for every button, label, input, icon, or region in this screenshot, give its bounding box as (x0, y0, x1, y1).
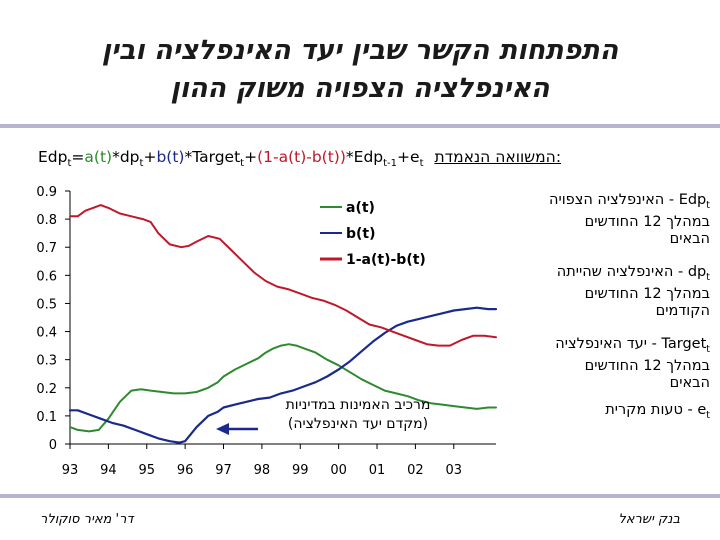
eq-sub: t-1 (383, 158, 398, 170)
x-tick-label: 99 (292, 463, 309, 478)
def-symbol: dp (687, 264, 707, 280)
eq-coef-c: (1-a(t)-b(t)) (257, 148, 346, 166)
def-sub: t (706, 409, 710, 421)
eq-part: *dp (112, 148, 140, 166)
def-sub: t (706, 199, 710, 211)
x-tick-label: 93 (62, 463, 79, 478)
annotation-line-2: (מקדם יעד האינפלציה) (287, 416, 429, 432)
def-symbol: e (697, 402, 707, 418)
def-text: הקודמים (655, 302, 710, 319)
y-tick-label: 0.4 (36, 326, 57, 341)
y-tick-label: 0.5 (36, 297, 57, 312)
def-symbol: Edp (678, 192, 707, 208)
x-tick-label: 02 (407, 463, 424, 478)
def-text: במהלך 12 החודשים (584, 285, 710, 302)
def-symbol: Target (661, 336, 707, 352)
eq-sub: t (419, 158, 424, 170)
def-sub: t (706, 343, 710, 355)
series-line-a-t (69, 343, 497, 433)
x-tick-label: 01 (369, 463, 386, 478)
definition-dp: dpt - האינפלציה שהייתה במהלך 12 החודשים … (495, 264, 710, 320)
def-text: - האינפלציה הצפויה (549, 192, 675, 208)
chart-legend: a(t) b(t) 1-a(t)-b(t) (320, 200, 426, 268)
y-tick-label: 0.9 (36, 185, 57, 200)
series-line-1-a-t-b-t (69, 204, 497, 347)
eq-part: + (143, 148, 157, 166)
legend-label: a(t) (346, 200, 375, 216)
legend-label: 1-a(t)-b(t) (346, 252, 426, 268)
x-tick-label: 98 (254, 463, 271, 478)
y-tick-label: 0.3 (36, 354, 57, 369)
eq-sub: t (139, 158, 144, 170)
y-tick-label: 0.1 (36, 410, 57, 425)
definition-edp: Edpt - האינפלציה הצפויה במהלך 12 החודשים… (495, 192, 710, 248)
def-text: - טעות מקרית (605, 402, 693, 418)
definition-e: et - טעות מקרית (495, 402, 710, 424)
eq-sub: t (67, 158, 72, 170)
y-tick-label: 0.2 (36, 382, 57, 397)
eq-sub: t (240, 158, 245, 170)
top-divider (0, 124, 720, 128)
x-tick-label: 95 (138, 463, 155, 478)
equation-label: המשוואה הנאמדת: (434, 148, 562, 166)
eq-part: *Edp (345, 148, 384, 166)
annotation-line-1: מרכיב האמינות במדיניות (285, 397, 431, 413)
eq-part: +e (397, 148, 420, 166)
page-title: התפתחות הקשר שבין יעד האינפלציה ובין האי… (40, 32, 680, 108)
eq-coef-a: a(t) (84, 148, 113, 166)
x-tick-label: 94 (100, 463, 117, 478)
eq-part: Edp (38, 148, 68, 166)
footer-author: דר' מאיר סוקולר (40, 512, 134, 527)
x-tick-label: 97 (215, 463, 232, 478)
y-tick-label: 0.8 (36, 213, 57, 228)
chart-series (68, 204, 498, 444)
definition-target: Targett - יעד האינפלציה במהלך 12 החודשים… (495, 336, 710, 392)
def-text: הבאים (669, 374, 710, 391)
arrow-head (216, 423, 229, 435)
legend-label: b(t) (346, 226, 376, 242)
annotation: מרכיב האמינות במדיניות (מקדם יעד האינפלצ… (258, 396, 458, 434)
eq-part: *Target (184, 148, 241, 166)
bottom-divider (0, 494, 720, 498)
def-sub: t (706, 271, 710, 283)
y-tick-label: 0.7 (36, 241, 57, 256)
x-tick-label: 03 (446, 463, 463, 478)
y-tick-label: 0 (49, 438, 57, 453)
title-line-1: התפתחות הקשר שבין יעד האינפלציה ובין (101, 35, 619, 66)
equation: Edpt=a(t)*dpt+b(t)*Targett+(1-a(t)-b(t))… (38, 148, 561, 169)
chart-axes: 0 0.1 0.2 0.3 0.4 0.5 0.6 0.7 0.8 0.9 93 94 95 96 97 98… (36, 185, 496, 478)
def-text: במהלך 12 החודשים (584, 357, 710, 374)
footer-org: בנק ישראל (618, 512, 680, 527)
series-line-b-t (68, 306, 498, 444)
def-text: הבאים (669, 230, 710, 247)
x-tick-label: 96 (177, 463, 194, 478)
eq-part: + (244, 148, 258, 166)
title-line-2: האינפלציה הצפויה משוק ההון (170, 73, 550, 104)
eq-part: = (71, 148, 85, 166)
def-text: במהלך 12 החודשים (584, 213, 710, 230)
def-text: - האינפלציה שהייתה (556, 264, 684, 280)
x-tick-label: 00 (330, 463, 347, 478)
def-text: - יעד האינפלציה (555, 336, 657, 352)
eq-coef-b: b(t) (156, 148, 185, 166)
y-tick-label: 0.6 (36, 269, 57, 284)
